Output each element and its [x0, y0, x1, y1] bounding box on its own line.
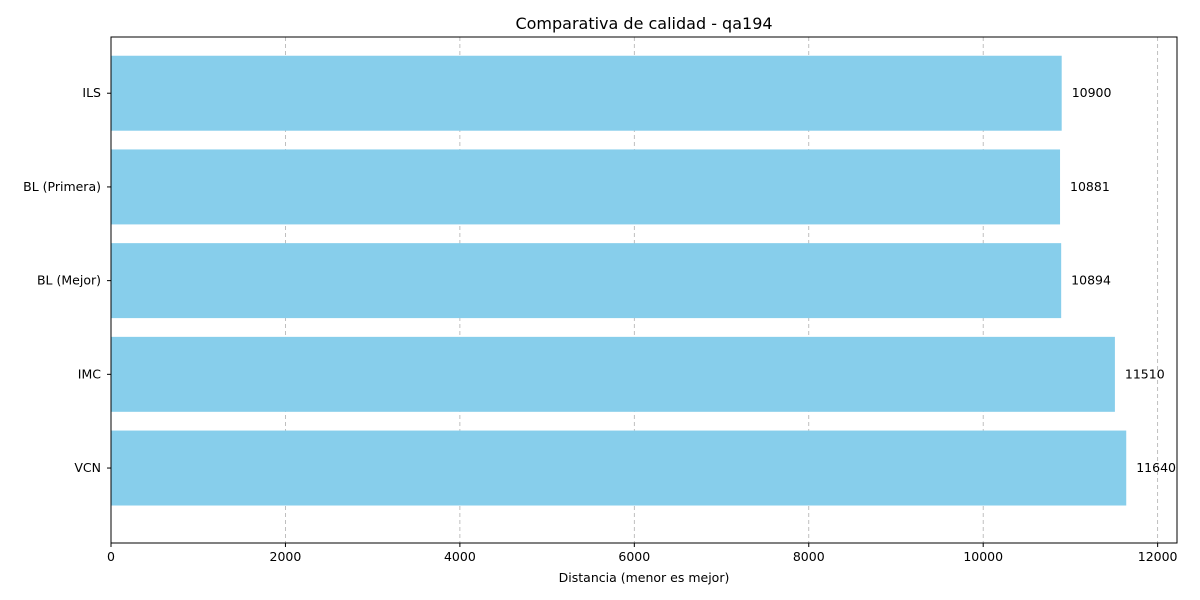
bars-group	[111, 55, 1127, 506]
bar-value-label: 10894	[1071, 273, 1111, 288]
bar	[111, 430, 1127, 506]
x-tick-label: 6000	[618, 549, 650, 564]
y-tick-label: ILS	[82, 85, 101, 100]
x-tick-label: 2000	[270, 549, 302, 564]
x-tick-label: 8000	[793, 549, 825, 564]
y-tick-label: IMC	[78, 366, 101, 381]
bar-value-label: 10881	[1070, 179, 1110, 194]
x-axis-ticks: 0 2000 4000 6000 8000 10000 12000	[107, 543, 1178, 564]
bar-value-label: 10900	[1072, 85, 1112, 100]
y-axis-ticks: ILS BL (Primera) BL (Mejor) IMC VCN	[23, 85, 111, 475]
bar	[111, 149, 1061, 225]
y-tick-label: BL (Primera)	[23, 179, 101, 194]
y-tick-label: VCN	[74, 460, 101, 475]
data-labels-group: 10900 10881 10894 11510 11640	[1070, 85, 1176, 475]
y-tick-label: BL (Mejor)	[37, 273, 101, 288]
x-tick-label: 12000	[1138, 549, 1178, 564]
plot-frame	[110, 36, 1178, 544]
x-tick-label: 0	[107, 549, 115, 564]
chart-title: Comparativa de calidad - qa194	[515, 14, 772, 33]
bar	[111, 336, 1115, 412]
bar-value-label: 11510	[1125, 366, 1165, 381]
x-tick-label: 10000	[963, 549, 1003, 564]
bar	[111, 55, 1062, 131]
x-tick-label: 4000	[444, 549, 476, 564]
x-axis-label: Distancia (menor es mejor)	[559, 570, 730, 585]
bar-value-label: 11640	[1136, 460, 1176, 475]
bar	[111, 243, 1062, 319]
